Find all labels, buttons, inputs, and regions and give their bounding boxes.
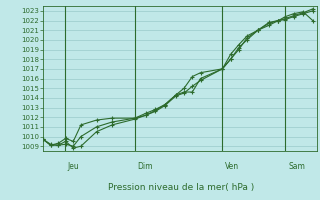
Text: Pression niveau de la mer( hPa ): Pression niveau de la mer( hPa ) [108,183,254,192]
Text: Ven: Ven [225,162,239,171]
Text: Jeu: Jeu [68,162,80,171]
Text: Sam: Sam [288,162,305,171]
Text: Dim: Dim [138,162,153,171]
